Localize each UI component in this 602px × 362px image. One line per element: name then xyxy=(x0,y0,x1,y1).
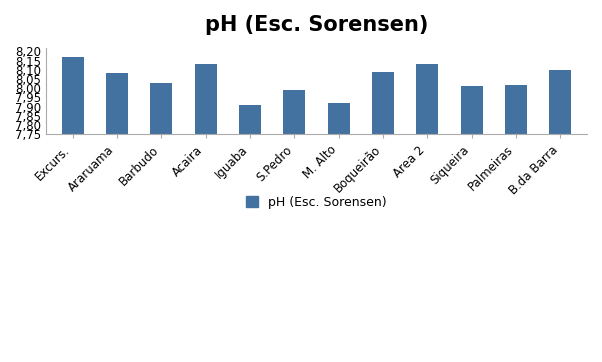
Title: pH (Esc. Sorensen): pH (Esc. Sorensen) xyxy=(205,15,428,35)
Bar xyxy=(61,57,84,134)
Bar xyxy=(549,70,571,134)
Bar xyxy=(283,90,305,134)
Bar xyxy=(505,85,527,134)
Bar xyxy=(461,87,483,134)
Bar xyxy=(372,72,394,134)
Bar xyxy=(150,83,172,134)
Bar xyxy=(239,105,261,134)
Bar xyxy=(327,103,350,134)
Bar xyxy=(194,64,217,134)
Legend: pH (Esc. Sorensen): pH (Esc. Sorensen) xyxy=(241,191,392,214)
Bar xyxy=(106,73,128,134)
Bar xyxy=(416,64,438,134)
